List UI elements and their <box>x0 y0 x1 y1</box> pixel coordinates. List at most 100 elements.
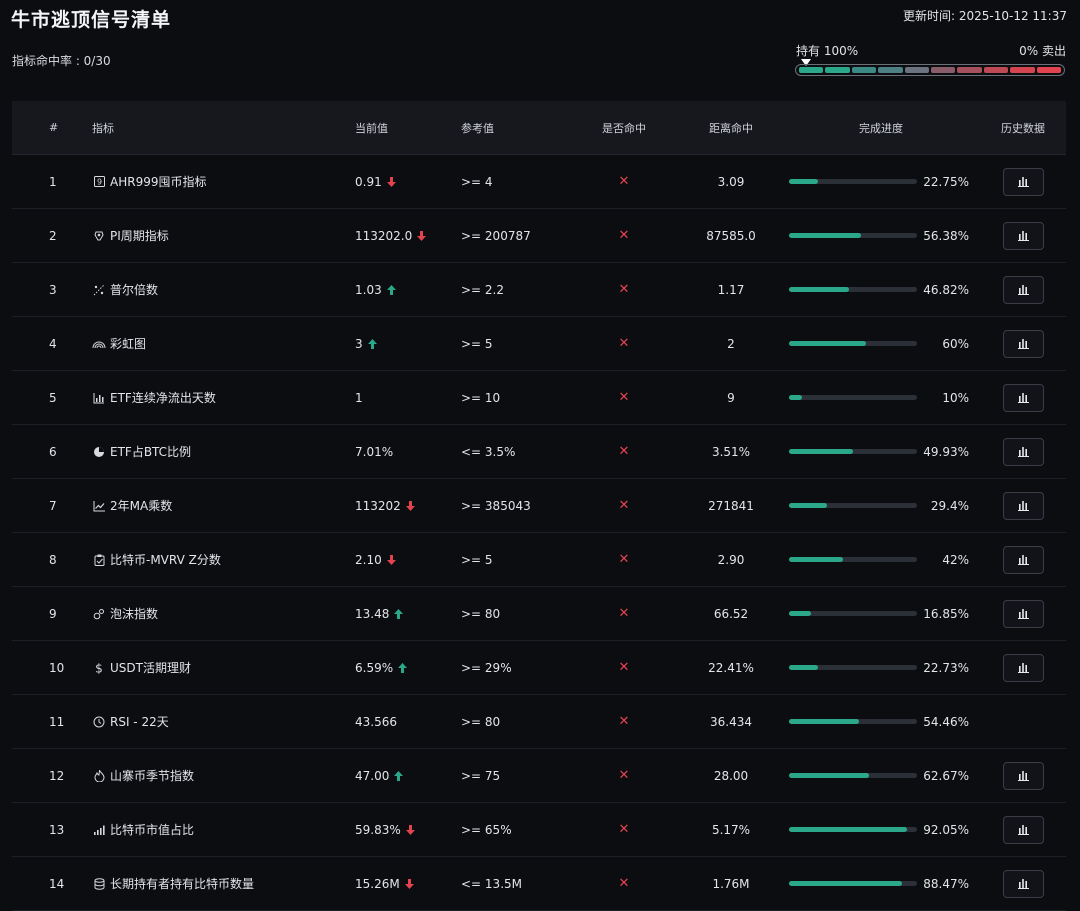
bubble-icon <box>92 607 106 621</box>
gauge-segment <box>799 67 824 73</box>
progress-cell: 49.93% <box>782 445 980 459</box>
history-chart-button[interactable] <box>1002 815 1044 844</box>
indicator-name-cell[interactable]: 9 AHR999囤币指标 <box>92 173 355 190</box>
bar-chart-icon <box>1017 824 1029 835</box>
progress-percent: 92.05% <box>923 822 969 837</box>
current-value: 0.91 <box>355 174 382 189</box>
history-cell <box>980 708 1066 736</box>
reference-value: >= 65% <box>461 822 512 837</box>
indicator-name-cell[interactable]: 彩虹图 <box>92 335 355 352</box>
bar-chart-icon <box>1017 230 1029 241</box>
history-chart-button[interactable] <box>1002 761 1044 790</box>
table-row[interactable]: 8 比特币-MVRV Z分数 2.10 >= 5 ✕ 2.90 42% <box>12 533 1066 587</box>
gauge-segment <box>878 67 903 73</box>
indicator-name-cell[interactable]: ETF连续净流出天数 <box>92 389 355 406</box>
table-row[interactable]: 12 山寨币季节指数 47.00 >= 75 ✕ 28.00 62.67% <box>12 749 1066 803</box>
cross-icon: ✕ <box>618 876 630 891</box>
table-row[interactable]: 10 $ USDT活期理财 6.59% >= 29% ✕ 22.41% 22.73% <box>12 641 1066 695</box>
history-chart-button[interactable] <box>1002 329 1044 358</box>
row-number: 3 <box>49 282 57 297</box>
hit-status-cell: ✕ <box>568 228 680 243</box>
hit-status-cell: ✕ <box>568 282 680 297</box>
table-row[interactable]: 2 PI周期指标 113202.0 >= 200787 ✕ 87585.0 56.38% <box>12 209 1066 263</box>
history-chart-button[interactable] <box>1002 275 1044 304</box>
reference-value: >= 10 <box>461 390 501 405</box>
current-value: 113202 <box>355 498 401 513</box>
distance-value: 28.00 <box>713 768 749 783</box>
table-row[interactable]: 5 ETF连续净流出天数 1 >= 10 ✕ 9 10% <box>12 371 1066 425</box>
table-row[interactable]: 6 ETF占BTC比例 7.01% <= 3.5% ✕ 3.51% 49.93% <box>12 425 1066 479</box>
table-row[interactable]: 13 比特币市值占比 59.83% >= 65% ✕ 5.17% 92.05% <box>12 803 1066 857</box>
reference-value: >= 385043 <box>461 498 531 513</box>
indicator-name: 比特币市值占比 <box>110 823 195 837</box>
progress-fill <box>789 557 843 562</box>
history-chart-button[interactable] <box>1002 167 1044 196</box>
current-value: 1 <box>355 390 363 405</box>
indicator-name-cell[interactable]: $ USDT活期理财 <box>92 659 355 676</box>
indicator-name-cell[interactable]: ETF占BTC比例 <box>92 443 355 460</box>
table-row[interactable]: 11 RSI - 22天 43.566 >= 80 ✕ 36.434 54.46% <box>12 695 1066 749</box>
progress-track <box>789 719 917 724</box>
current-value: 43.566 <box>355 714 397 729</box>
indicator-name-cell[interactable]: RSI - 22天 <box>92 713 355 730</box>
indicator-name: 长期持有者持有比特币数量 <box>110 877 255 891</box>
current-value: 13.48 <box>355 606 390 621</box>
row-number: 1 <box>49 174 57 189</box>
progress-cell: 10% <box>782 391 980 405</box>
history-chart-button[interactable] <box>1002 869 1044 898</box>
table-row[interactable]: 9 泡沫指数 13.48 >= 80 ✕ 66.52 16.85% <box>12 587 1066 641</box>
header-name: 指标 <box>92 121 114 135</box>
indicator-name-cell[interactable]: 比特币市值占比 <box>92 821 355 838</box>
table-row[interactable]: 7 2年MA乘数 113202 >= 385043 ✕ 271841 29.4% <box>12 479 1066 533</box>
indicator-name-cell[interactable]: 长期持有者持有比特币数量 <box>92 875 355 892</box>
bar-chart-icon <box>1017 608 1029 619</box>
history-chart-button[interactable] <box>1002 653 1044 682</box>
signal-table: # 指标 当前值 参考值 是否命中 距离命中 完成进度 历史数据 1 9 AHR99… <box>12 101 1066 911</box>
indicator-name-cell[interactable]: 比特币-MVRV Z分数 <box>92 551 355 568</box>
history-chart-button[interactable] <box>1002 545 1044 574</box>
progress-fill <box>789 773 870 778</box>
pi-cycle-icon <box>92 229 106 243</box>
gauge-marker <box>801 59 811 66</box>
progress-track <box>789 233 917 238</box>
cross-icon: ✕ <box>618 228 630 243</box>
table-row[interactable]: 3 普尔倍数 1.03 >= 2.2 ✕ 1.17 46.82% <box>12 263 1066 317</box>
gauge-sell-label: 0% 卖出 <box>1019 44 1066 58</box>
progress-cell: 42% <box>782 553 980 567</box>
history-cell <box>980 761 1066 790</box>
indicator-name-cell[interactable]: 泡沫指数 <box>92 605 355 622</box>
history-chart-button[interactable] <box>1002 221 1044 250</box>
history-chart-button[interactable] <box>1002 491 1044 520</box>
progress-cell: 92.05% <box>782 823 980 837</box>
indicator-name: 比特币-MVRV Z分数 <box>110 553 221 567</box>
reference-value: >= 80 <box>461 714 501 729</box>
indicator-name-cell[interactable]: 普尔倍数 <box>92 281 355 298</box>
cross-icon: ✕ <box>618 390 630 405</box>
progress-fill <box>789 719 859 724</box>
gauge-segment <box>851 67 877 73</box>
progress-fill <box>789 233 862 238</box>
table-row[interactable]: 1 9 AHR999囤币指标 0.91 >= 4 ✕ 3.09 22.75% <box>12 155 1066 209</box>
progress-percent: 29.4% <box>930 498 969 513</box>
row-number: 4 <box>49 336 57 351</box>
history-chart-button[interactable] <box>1002 599 1044 628</box>
indicator-name-cell[interactable]: PI周期指标 <box>92 227 355 244</box>
reference-value: >= 29% <box>461 660 512 675</box>
table-row[interactable]: 4 彩虹图 3 >= 5 ✕ 2 60% <box>12 317 1066 371</box>
row-number: 5 <box>49 390 57 405</box>
indicator-name-cell[interactable]: 2年MA乘数 <box>92 497 355 514</box>
history-chart-button[interactable] <box>1002 383 1044 412</box>
current-value-cell: 3 <box>355 337 461 351</box>
current-value-cell: 15.26M <box>355 877 461 891</box>
table-row[interactable]: 14 长期持有者持有比特币数量 15.26M <= 13.5M ✕ 1.76M 88.47% <box>12 857 1066 911</box>
progress-fill <box>789 827 907 832</box>
hit-status-cell: ✕ <box>568 660 680 675</box>
current-value-cell: 1 <box>355 391 461 405</box>
history-chart-button[interactable] <box>1002 437 1044 466</box>
bar-chart-icon <box>1017 392 1029 403</box>
progress-fill <box>789 287 849 292</box>
progress-cell: 29.4% <box>782 499 980 513</box>
distance-value: 271841 <box>708 498 754 513</box>
indicator-name-cell[interactable]: 山寨币季节指数 <box>92 767 355 784</box>
indicator-name: PI周期指标 <box>110 229 169 243</box>
